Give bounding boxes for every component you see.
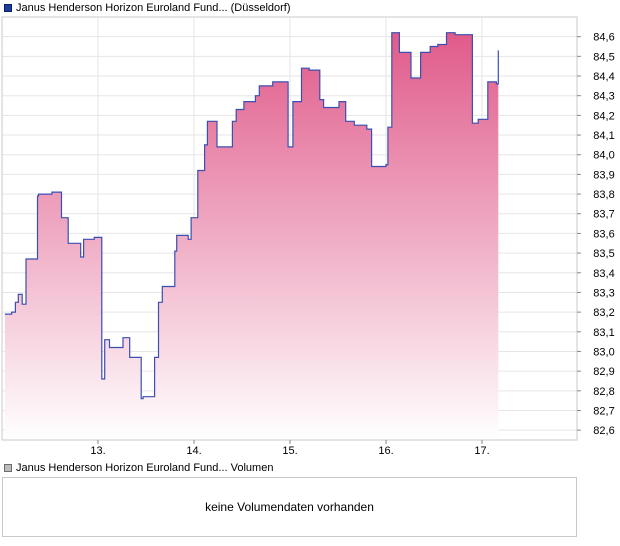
y-tick-label: 83,0 bbox=[593, 346, 614, 358]
y-tick-label: 83,3 bbox=[593, 287, 614, 299]
x-tick-label: 14. bbox=[186, 445, 201, 457]
y-tick-label: 84,4 bbox=[593, 71, 614, 83]
y-tick-label: 83,9 bbox=[593, 169, 614, 181]
y-tick-label: 83,8 bbox=[593, 189, 614, 201]
y-tick-label: 84,3 bbox=[593, 91, 614, 103]
y-tick-label: 83,2 bbox=[593, 307, 614, 319]
price-legend-label: Janus Henderson Horizon Euroland Fund...… bbox=[16, 2, 291, 14]
price-legend-swatch bbox=[4, 4, 12, 12]
y-tick-label: 83,1 bbox=[593, 327, 614, 339]
x-axis: 13. 14. 15. 16. 17. bbox=[90, 440, 490, 457]
price-line bbox=[4, 32, 499, 400]
volume-panel: keine Volumendaten vorhanden bbox=[2, 477, 577, 537]
y-tick-label: 82,9 bbox=[593, 366, 614, 378]
x-tick-label: 13. bbox=[90, 445, 105, 457]
y-tick-label: 82,8 bbox=[593, 386, 614, 398]
y-tick-label: 83,4 bbox=[593, 268, 614, 280]
y-tick-label: 82,6 bbox=[593, 425, 614, 437]
y-axis: 84,6 84,5 84,4 84,3 84,2 84,1 84,0 83,9 83,8 83,7… bbox=[577, 32, 615, 437]
y-tick-label: 83,7 bbox=[593, 209, 614, 221]
volume-legend-swatch bbox=[4, 464, 12, 472]
x-tick-label: 17. bbox=[474, 445, 489, 457]
price-area bbox=[4, 32, 499, 440]
y-tick-label: 84,5 bbox=[593, 51, 614, 63]
y-tick-label: 83,5 bbox=[593, 248, 614, 260]
y-tick-label: 84,1 bbox=[593, 130, 614, 142]
x-tick-label: 15. bbox=[282, 445, 297, 457]
y-tick-label: 84,6 bbox=[593, 32, 614, 44]
y-tick-label: 83,6 bbox=[593, 228, 614, 240]
price-chart: 84,6 84,5 84,4 84,3 84,2 84,1 84,0 83,9 83,8 83,7… bbox=[1, 16, 615, 457]
x-tick-label: 16. bbox=[378, 445, 393, 457]
volume-legend-label: Janus Henderson Horizon Euroland Fund...… bbox=[16, 462, 274, 474]
price-legend: Janus Henderson Horizon Euroland Fund...… bbox=[4, 1, 291, 15]
no-volume-message: keine Volumendaten vorhanden bbox=[205, 500, 374, 514]
y-tick-label: 84,0 bbox=[593, 150, 614, 162]
volume-legend: Janus Henderson Horizon Euroland Fund...… bbox=[4, 461, 273, 475]
y-tick-label: 82,7 bbox=[593, 405, 614, 417]
y-tick-label: 84,2 bbox=[593, 110, 614, 122]
